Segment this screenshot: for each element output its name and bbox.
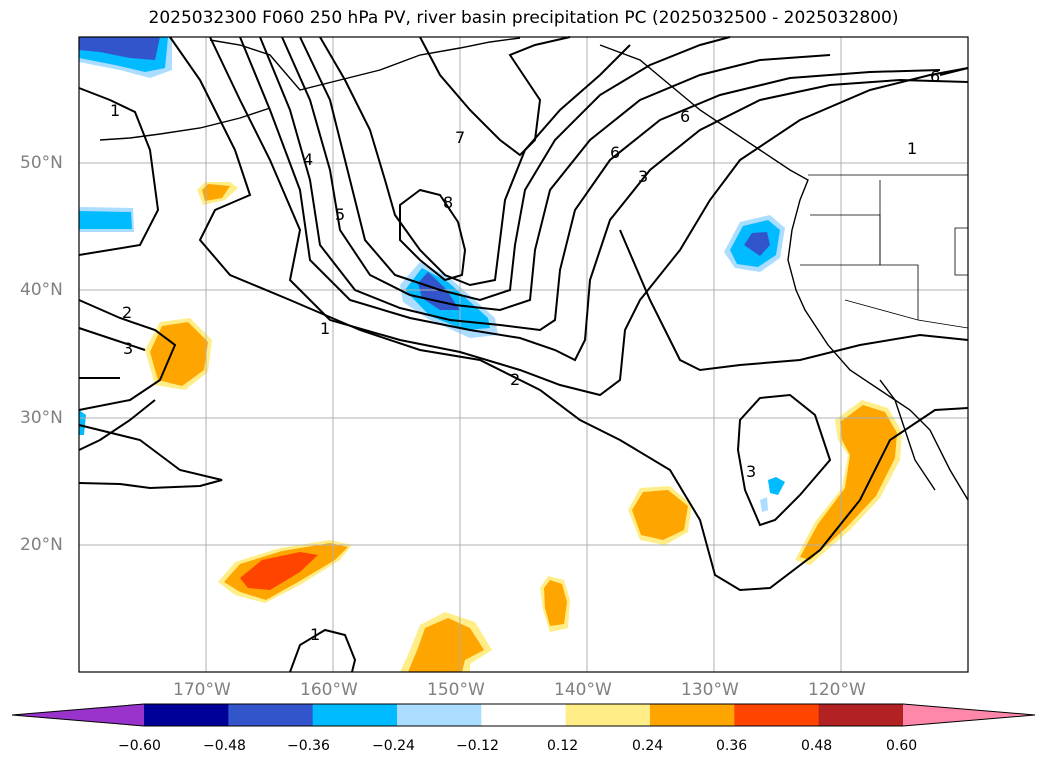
colorbar-tick: 0.12 [547,738,579,754]
colorbar-segment [818,704,904,726]
precip-shading [79,37,902,672]
lon-label-130w: 130°W [681,680,739,700]
map-title: 2025032300 F060 250 hPa PV, river basin … [148,8,899,28]
contour-label: 5 [335,205,345,224]
colorbar-tick: −0.36 [287,738,330,754]
state-borders [800,174,969,329]
colorbar-extend-low [12,704,144,726]
colorbar-tick: −0.60 [118,738,161,754]
coastlines [99,37,969,501]
contour-label: 3 [123,339,133,358]
colorbar-tick: 0.48 [801,738,833,754]
lat-label-30n: 30°N [20,408,63,428]
colorbar-tick: 0.60 [886,738,918,754]
colorbar-extend-high [903,704,1035,726]
lat-label-40n: 40°N [20,280,63,300]
lon-label-150w: 150°W [427,680,485,700]
contour-label: 6 [930,67,940,86]
contour-label: 2 [510,370,520,389]
contour-label-group: 1 1 1 2 2 3 3 3 4 5 6 6 7 8 6 1 [110,67,940,644]
contour-label: 1 [110,101,120,120]
colorbar-segment [144,704,229,726]
contour-label: 1 [907,139,917,158]
map-frame [78,36,969,673]
contour-label: 1 [310,625,320,644]
colorbar-segment [565,704,651,726]
contour-label: 2 [122,303,132,322]
colorbar [11,703,1036,727]
contour-label: 8 [443,193,453,212]
lat-label-20n: 20°N [20,535,63,555]
colorbar-segment [650,704,735,726]
contour-label: 1 [320,319,330,338]
lon-label-160w: 160°W [300,680,358,700]
colorbar-outline [11,703,1036,727]
colorbar-segment [397,704,482,726]
lon-label-120w: 120°W [808,680,866,700]
contour-label: 6 [680,107,690,126]
colorbar-segment [228,704,314,726]
colorbar-segment [312,704,398,726]
contour-label: 6 [610,143,620,162]
colorbar-segment [481,704,567,726]
gridlines [79,37,968,672]
contour-label: 7 [455,128,465,147]
pv-contours [78,36,969,673]
contour-label: 4 [303,150,313,169]
contour-label: 3 [746,462,756,481]
colorbar-tick: 0.24 [632,738,664,754]
colorbar-tick: −0.12 [456,738,499,754]
colorbar-segment [734,704,820,726]
colorbar-tick: 0.36 [716,738,748,754]
contour-label: 3 [638,167,648,186]
colorbar-tick: −0.24 [372,738,415,754]
lon-label-170w: 170°W [173,680,231,700]
lat-label-50n: 50°N [20,153,63,173]
lon-label-140w: 140°W [554,680,612,700]
colorbar-tick: −0.48 [203,738,246,754]
